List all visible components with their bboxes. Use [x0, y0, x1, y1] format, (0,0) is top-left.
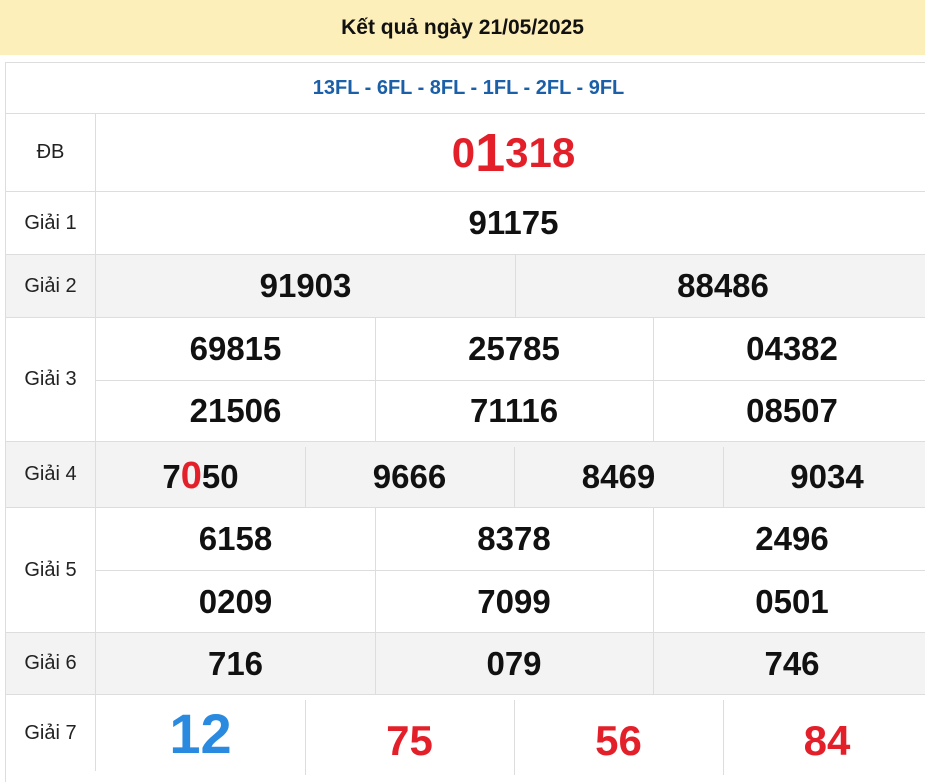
label-db: ĐB — [6, 114, 96, 191]
g5-value: 2496 — [755, 520, 829, 557]
db-digits: 318 — [505, 128, 576, 176]
special-prize-value: 0 1 318 — [96, 114, 925, 191]
g2-value: 91903 — [259, 267, 352, 304]
g5-value: 6158 — [198, 520, 273, 557]
label-g7: Giải 7 — [6, 695, 96, 771]
g3-value: 08507 — [746, 392, 838, 429]
g6-value: 746 — [764, 644, 820, 682]
db-digit: 0 — [451, 128, 476, 176]
g5-value: 8378 — [477, 520, 551, 557]
g3-value: 69815 — [189, 330, 282, 367]
g4-highlight-digit: 0 — [180, 455, 202, 497]
row-db: ĐB 0 1 318 — [6, 114, 925, 192]
label-g6: Giải 6 — [6, 633, 96, 694]
header-title: Kết quả ngày 21/05/2025 — [341, 15, 584, 39]
db-digit-big: 1 — [475, 122, 506, 183]
g1-value: 91175 — [468, 204, 559, 241]
label-g1: Giải 1 — [6, 192, 96, 254]
g3-value: 25785 — [468, 330, 560, 367]
g5-value: 0501 — [755, 582, 829, 620]
row-g1: Giải 1 91175 — [6, 192, 925, 255]
g4-value: 7 0 50 — [96, 446, 305, 507]
g3-value: 21506 — [189, 392, 282, 429]
results-header: Kết quả ngày 21/05/2025 — [0, 0, 925, 55]
row-g3: Giải 3 69815 25785 04382 21506 71116 085… — [6, 318, 925, 442]
g7-value: 56 — [595, 717, 642, 764]
prize-codes: 13FL - 6FL - 8FL - 1FL - 2FL - 9FL — [312, 76, 625, 99]
g7-value: 12 — [169, 701, 232, 765]
label-g4: Giải 4 — [6, 442, 96, 507]
g5-value: 7099 — [477, 582, 551, 620]
g6-value: 079 — [486, 644, 542, 682]
g7-value: 75 — [386, 717, 433, 764]
row-g5: Giải 5 6158 8378 2496 0209 7099 0501 — [6, 508, 925, 633]
g5-value: 0209 — [198, 582, 273, 620]
g4-digits: 50 — [201, 457, 239, 495]
g4-digit: 7 — [162, 457, 181, 495]
row-g4: Giải 4 7 0 50 9666 8469 9034 — [6, 442, 925, 508]
label-g2: Giải 2 — [6, 255, 96, 317]
g3-value: 71116 — [469, 392, 559, 429]
g4-value: 9034 — [790, 457, 864, 495]
label-g3: Giải 3 — [6, 318, 96, 441]
g6-value: 716 — [207, 644, 264, 682]
g4-value: 8469 — [581, 457, 656, 495]
row-g2: Giải 2 91903 88486 — [6, 255, 925, 318]
g4-value: 9666 — [372, 457, 447, 495]
g3-value: 04382 — [746, 330, 838, 367]
g7-value: 84 — [803, 717, 851, 764]
codes-row: 13FL - 6FL - 8FL - 1FL - 2FL - 9FL — [6, 63, 925, 114]
g2-value: 88486 — [677, 267, 769, 304]
row-g7: Giải 7 12 75 56 84 — [6, 695, 925, 775]
label-g5: Giải 5 — [6, 508, 96, 632]
row-g6: Giải 6 716 079 746 — [6, 633, 925, 695]
